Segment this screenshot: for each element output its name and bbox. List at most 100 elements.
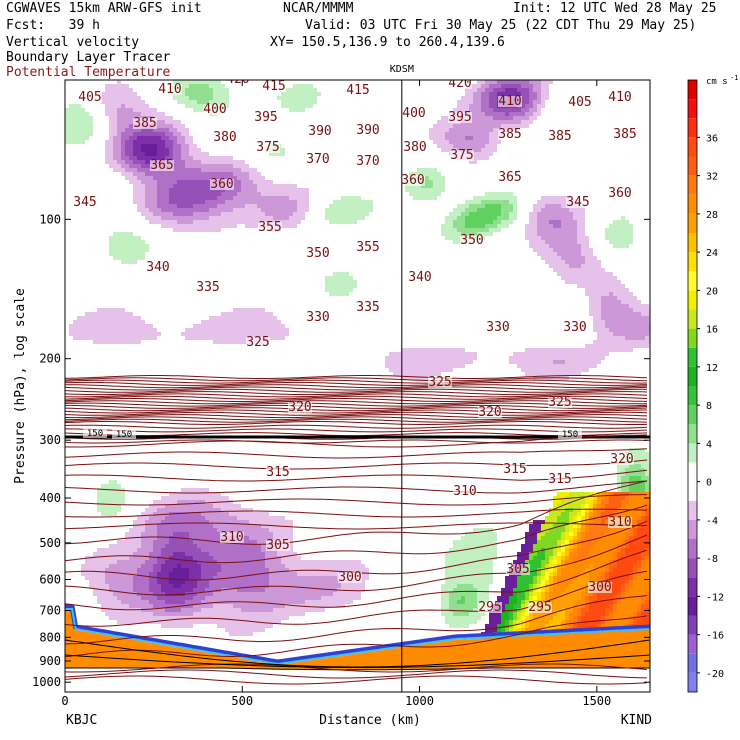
x-tick-label: 1500 (582, 694, 611, 708)
colorbar-segment (688, 156, 697, 176)
y-axis-label: Pressure (hPa), log scale (13, 288, 28, 484)
theta-contour (65, 508, 648, 518)
theta-label: 320 (610, 452, 633, 467)
theta-label: 385 (548, 129, 571, 144)
theta-label: 330 (306, 310, 329, 325)
header-valid: Valid: 03 UTC Fri 30 May 25 (22 CDT Thu … (305, 18, 697, 33)
theta-label: 370 (356, 154, 379, 169)
colorbar-tick-label: 32 (706, 172, 718, 183)
theta-contour (65, 381, 648, 386)
theta-contour (65, 549, 648, 611)
plot-frame: KDSM (64, 64, 651, 693)
colorbar-tick-label: 8 (706, 401, 712, 412)
colorbar-segment (688, 462, 697, 501)
colorbar-tick-label: -20 (706, 669, 724, 680)
theta-contour (65, 459, 648, 470)
colorbar-segment (688, 252, 697, 272)
theta-label: 355 (258, 220, 281, 235)
theta-label: 365 (498, 170, 521, 185)
theta-contour (65, 416, 648, 421)
theta-label: 335 (196, 280, 219, 295)
colorbar-tick-label: -16 (706, 631, 724, 642)
theta-contour (65, 375, 648, 379)
y-tick-label: 400 (39, 491, 61, 505)
colorbar-segment (688, 233, 697, 253)
theta-label: 345 (73, 195, 96, 210)
theta-contour (65, 388, 647, 393)
colorbar-tick-label: 16 (706, 325, 718, 336)
theta-label: 370 (306, 152, 329, 167)
colorbar-segment (688, 175, 697, 195)
theta-label: 405 (568, 95, 591, 110)
theta-label: 415 (262, 79, 285, 94)
theta-label: 385 (133, 116, 156, 131)
colorbar-segment (688, 615, 697, 635)
theta-label: 315 (503, 462, 526, 477)
theta-label: 330 (486, 320, 509, 335)
theta-label: 395 (254, 110, 277, 125)
theta-contour (65, 494, 647, 506)
theta-contour (65, 414, 648, 419)
theta-contour (65, 424, 648, 429)
theta-contour (65, 379, 648, 384)
theta-label: 320 (288, 400, 311, 415)
colorbar-segment (688, 194, 697, 214)
theta-label: 385 (498, 127, 521, 142)
theta-label: 310 (453, 484, 476, 499)
y-tick-label: 800 (39, 630, 61, 644)
theta-contour (65, 377, 648, 382)
colorbar-segment (688, 99, 697, 119)
colorbar: 36 32 28 24 20 16 12 8 4 0 -4 -8 -12 -16 -20 cm s -1 (687, 74, 738, 693)
header-init: Init: 12 UTC Wed 28 May 25 (513, 1, 717, 16)
theta-label: 390 (308, 124, 331, 139)
theta-contour (65, 391, 648, 396)
theta-label: 150 (87, 429, 103, 439)
theta-contour (65, 421, 648, 425)
theta-contour (65, 504, 648, 564)
colorbar-segment (688, 386, 697, 406)
potential-temperature-contours: 405 410 420 415 415 420 410 405 410 400 385 395 390 3… (65, 79, 650, 685)
axes: 0 500 1000 1500 100 200 300 400 500 600 700 800 900 1… (13, 80, 652, 728)
theta-contour (65, 418, 648, 423)
theta-contour (65, 384, 648, 389)
theta-contour (65, 595, 648, 645)
colorbar-segment (688, 558, 697, 578)
theta-label: 330 (563, 320, 586, 335)
theta-label: 390 (356, 123, 379, 138)
theta-label: 295 (478, 600, 501, 615)
theta-label: 410 (608, 90, 631, 105)
theta-contour (65, 411, 648, 416)
colorbar-segment (688, 309, 697, 329)
theta-contour (65, 434, 648, 448)
theta-label: 360 (401, 173, 424, 188)
theta-label: 375 (450, 148, 473, 163)
theta-label: 365 (150, 158, 173, 173)
theta-contour (65, 395, 648, 400)
colorbar-frame (687, 79, 698, 693)
theta-label: 340 (408, 270, 431, 285)
y-tick-label: 300 (39, 433, 61, 447)
colorbar-segment (688, 213, 697, 233)
colorbar-tick-label: -4 (706, 516, 718, 527)
colorbar-tick-label: 28 (706, 210, 718, 221)
theta-label: 325 (548, 395, 571, 410)
colorbar-tick-label: 36 (706, 133, 718, 144)
y-tick-label: 600 (39, 573, 61, 587)
theta-label: 405 (78, 90, 101, 105)
theta-label: 415 (346, 83, 369, 98)
colorbar-segment (688, 366, 697, 386)
theta-label: 310 (608, 515, 631, 530)
theta-contour (65, 534, 648, 596)
plot-border (64, 79, 651, 693)
theta-contour (65, 663, 648, 673)
theta-label: 395 (448, 110, 471, 125)
colorbar-segment (688, 118, 697, 138)
theta-label: 315 (266, 465, 289, 480)
colorbar-unit: cm s (706, 77, 728, 87)
theta-label: 295 (528, 600, 551, 615)
y-tick-label: 500 (39, 536, 61, 550)
theta-label: 305 (506, 562, 529, 577)
colorbar-segment (688, 80, 697, 100)
header-field-theta: Potential Temperature (6, 65, 171, 80)
